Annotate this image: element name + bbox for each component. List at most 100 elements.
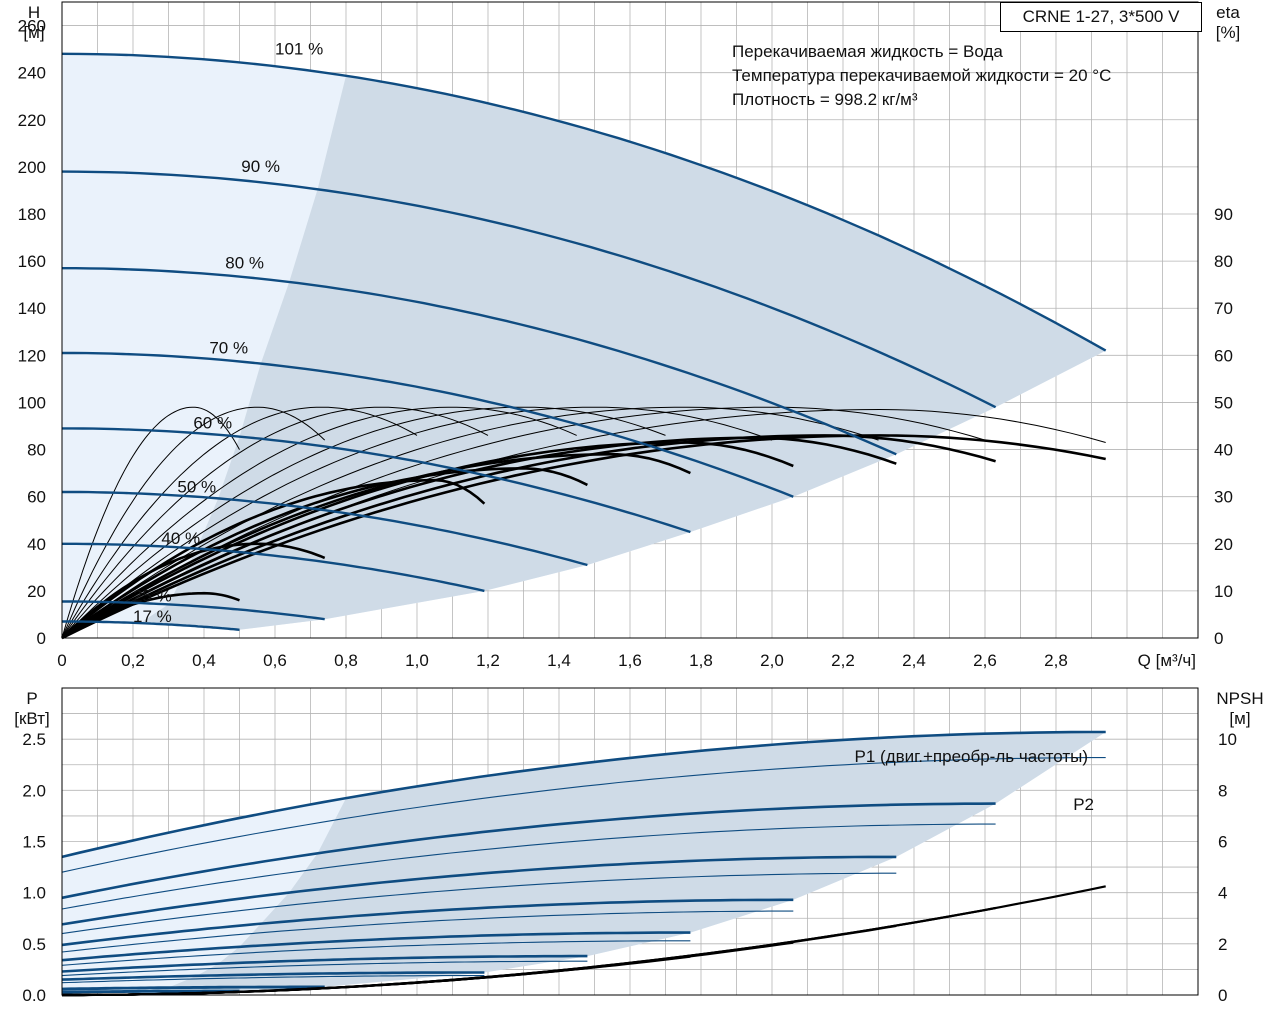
y2-tick-label: 20 <box>1214 535 1233 554</box>
fluid-info-line: Плотность = 998.2 кг/м³ <box>732 90 918 109</box>
x-tick-label: 2,8 <box>1044 651 1068 670</box>
bottom-axes: 0.0 0.5 1.0 1.5 2.0 2.5 0 2 4 6 8 10 P[кВт] NPSH[м] <box>14 687 1264 1005</box>
speed-label: 80 % <box>225 254 264 273</box>
head-curve <box>61 52 1107 352</box>
y-axis-label: [м] <box>23 23 44 42</box>
power-npsh-curves: P1 (двиг.+преобр-ль частоты) P2 <box>61 730 1106 997</box>
operating-area <box>140 732 1106 992</box>
p2-curve <box>61 872 897 935</box>
head-curve <box>62 267 897 456</box>
y-tick-label: 2.5 <box>22 730 46 749</box>
p1-curve <box>62 989 240 994</box>
p2-curve <box>61 910 794 953</box>
y-tick-label: 100 <box>18 393 46 412</box>
p1-curve <box>61 730 1106 859</box>
head-curve <box>62 600 325 621</box>
fluid-info: Перекачиваемая жидкость = Вода Температу… <box>732 40 1111 112</box>
x-tick-label: 0 <box>57 651 66 670</box>
fluid-info-line: Температура перекачиваемой жидкости = 20… <box>732 66 1112 85</box>
head-curve <box>61 170 997 409</box>
p1-curve <box>61 898 794 947</box>
y-tick-label: 60 <box>27 488 46 507</box>
y2-tick-label: 30 <box>1214 488 1233 507</box>
x-tick-label: 1,8 <box>689 651 713 670</box>
speed-label: 70 % <box>209 338 248 357</box>
p2-curve <box>61 757 1106 873</box>
x-tick-label: 2,2 <box>831 651 855 670</box>
head-curves: 101 % 90 % 80 % 70 % 60 % 50 % 40 % 25 %17 % <box>61 39 1107 631</box>
p2-curve <box>61 960 588 977</box>
y-tick-label: 1.0 <box>22 884 46 903</box>
x-tick-label: 2,0 <box>760 651 784 670</box>
p2-curve <box>61 823 996 910</box>
y2-tick-label: 6 <box>1218 833 1227 852</box>
y2-tick-label: 90 <box>1214 205 1233 224</box>
y2-tick-label: 80 <box>1214 252 1233 271</box>
x-tick-label: 0,6 <box>263 651 287 670</box>
head-curve <box>62 490 588 567</box>
y-tick-label: 140 <box>18 299 46 318</box>
y2-axis-label: NPSH <box>1216 689 1263 708</box>
fluid-info-line: Перекачиваемая жидкость = Вода <box>732 42 1003 61</box>
efficiency-curve-bold <box>61 478 486 639</box>
x-tick-label: 1,0 <box>405 651 429 670</box>
y-tick-label: 2.0 <box>22 781 46 800</box>
top-axes: 0204060801001201401601802002202402600102… <box>18 1 1241 670</box>
bottom-plot-frame <box>61 687 1199 996</box>
y-tick-label: 260 <box>18 17 46 36</box>
speed-label: 60 % <box>193 414 232 433</box>
y-tick-label: 0.0 <box>22 986 46 1005</box>
p2-series-label: P2 <box>1073 795 1094 814</box>
y2-tick-label: 40 <box>1214 441 1233 460</box>
y-tick-label: 40 <box>27 535 46 554</box>
p2-curve <box>61 975 485 984</box>
y2-tick-label: 70 <box>1214 299 1233 318</box>
x-tick-label: 0,2 <box>121 651 145 670</box>
y-tick-label: 160 <box>18 252 46 271</box>
y2-axis-label: [м] <box>1229 709 1250 728</box>
y-tick-label: 1.5 <box>22 833 46 852</box>
p1-curve <box>61 931 691 962</box>
head-curve <box>62 427 691 534</box>
head-curve <box>62 620 240 631</box>
p1-curve <box>61 802 996 900</box>
head-curve <box>62 542 485 593</box>
p1-series-label: P1 (двиг.+преобр-ль частоты) <box>855 747 1088 766</box>
y-tick-label: 220 <box>18 111 46 130</box>
y2-tick-label: 0 <box>1214 629 1223 648</box>
x-axis-label: Q [м³/ч] <box>1138 651 1196 670</box>
efficiency-curve <box>61 406 489 639</box>
y-axis-label: P <box>26 689 37 708</box>
efficiency-curve-bold <box>61 467 588 640</box>
y2-tick-label: 10 <box>1214 582 1233 601</box>
y2-tick-label: 50 <box>1214 393 1233 412</box>
head-curve <box>62 351 794 498</box>
p2-curve <box>61 940 691 966</box>
model-label: CRNE 1-27, 3*500 V <box>1000 2 1202 32</box>
y-tick-label: 120 <box>18 346 46 365</box>
y2-tick-label: 4 <box>1218 884 1227 903</box>
speed-label: 17 % <box>133 607 172 626</box>
efficiency-curve <box>61 406 666 639</box>
x-tick-label: 1,4 <box>547 651 571 670</box>
y-axis-label: H <box>28 3 40 22</box>
y2-tick-label: 8 <box>1218 781 1227 800</box>
speed-label: 101 % <box>275 39 323 58</box>
x-tick-label: 2,6 <box>973 651 997 670</box>
p1-curve <box>61 954 588 973</box>
speed-label: 50 % <box>177 477 216 496</box>
y2-tick-label: 10 <box>1218 730 1237 749</box>
p1-curve <box>61 971 485 981</box>
x-tick-label: 0,8 <box>334 651 358 670</box>
x-tick-label: 1,6 <box>618 651 642 670</box>
y2-axis-label: [%] <box>1216 23 1241 42</box>
x-tick-label: 2,4 <box>902 651 926 670</box>
speed-label: 90 % <box>241 157 280 176</box>
top-plot-frame <box>61 1 1199 639</box>
y-tick-label: 240 <box>18 64 46 83</box>
x-tick-label: 1,2 <box>476 651 500 670</box>
efficiency-curve-bold <box>61 434 1106 640</box>
y-tick-label: 180 <box>18 205 46 224</box>
y2-axis-label: eta <box>1216 3 1240 22</box>
